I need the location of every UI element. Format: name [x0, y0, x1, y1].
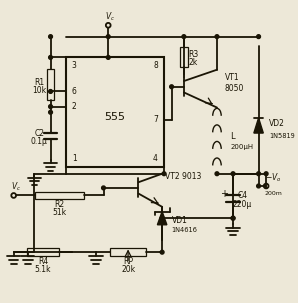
Circle shape: [49, 90, 52, 93]
Text: R3: R3: [188, 50, 198, 58]
Text: 1N4616: 1N4616: [172, 228, 198, 233]
Circle shape: [49, 35, 52, 38]
Circle shape: [257, 35, 260, 38]
Circle shape: [182, 35, 186, 38]
Circle shape: [231, 216, 235, 220]
Text: $V_c$: $V_c$: [10, 181, 21, 193]
Text: 7: 7: [153, 115, 158, 124]
Text: 10k: 10k: [32, 86, 46, 95]
Text: 220μ: 220μ: [233, 200, 252, 209]
Text: 0.1μ: 0.1μ: [31, 137, 48, 146]
Circle shape: [102, 186, 105, 190]
Text: 8050: 8050: [224, 84, 244, 93]
Text: 20k: 20k: [121, 265, 135, 274]
Circle shape: [49, 105, 52, 108]
Text: 1N5819: 1N5819: [269, 133, 295, 139]
Polygon shape: [157, 211, 167, 225]
Circle shape: [257, 172, 260, 176]
Text: L: L: [230, 132, 235, 141]
Text: 200μH: 200μH: [230, 144, 253, 150]
Text: VT2 9013: VT2 9013: [165, 172, 201, 181]
Text: 200m: 200m: [265, 191, 283, 196]
Text: R2: R2: [55, 200, 65, 209]
Text: 555: 555: [104, 112, 125, 122]
Circle shape: [49, 55, 52, 59]
Circle shape: [160, 250, 164, 254]
Text: R1: R1: [34, 78, 44, 86]
Text: C2: C2: [34, 128, 44, 138]
Text: 2: 2: [72, 102, 77, 111]
Circle shape: [231, 216, 235, 220]
Circle shape: [106, 55, 110, 59]
Circle shape: [106, 35, 110, 38]
Circle shape: [215, 172, 219, 176]
Bar: [66, 58, 164, 167]
Text: VD1: VD1: [172, 215, 187, 225]
Text: $V_c$: $V_c$: [105, 11, 115, 23]
Text: 4: 4: [153, 154, 158, 163]
Text: 2k: 2k: [189, 58, 198, 67]
Bar: [35, 192, 84, 199]
Text: 1: 1: [72, 154, 77, 163]
Bar: [27, 248, 59, 256]
Text: 6: 6: [72, 87, 77, 96]
Text: R4: R4: [38, 257, 48, 266]
Text: RP: RP: [123, 257, 133, 266]
Text: $-V_o$: $-V_o$: [266, 171, 282, 184]
Circle shape: [49, 110, 52, 114]
Text: 3: 3: [72, 62, 77, 70]
Polygon shape: [254, 118, 263, 133]
Circle shape: [264, 172, 268, 176]
Bar: [180, 47, 188, 67]
Circle shape: [160, 216, 164, 220]
Bar: [110, 248, 146, 256]
Circle shape: [231, 172, 235, 176]
Circle shape: [215, 35, 219, 38]
Circle shape: [160, 216, 164, 220]
Text: 8: 8: [153, 62, 158, 70]
Circle shape: [162, 172, 166, 176]
Text: VD2: VD2: [269, 119, 285, 128]
Circle shape: [257, 184, 260, 188]
Bar: [47, 69, 54, 100]
Text: C4: C4: [238, 191, 248, 201]
Circle shape: [170, 85, 173, 88]
Text: 5.1k: 5.1k: [35, 265, 51, 274]
Text: VT1: VT1: [224, 73, 239, 82]
Text: 51k: 51k: [53, 208, 67, 217]
Text: +: +: [220, 188, 228, 198]
